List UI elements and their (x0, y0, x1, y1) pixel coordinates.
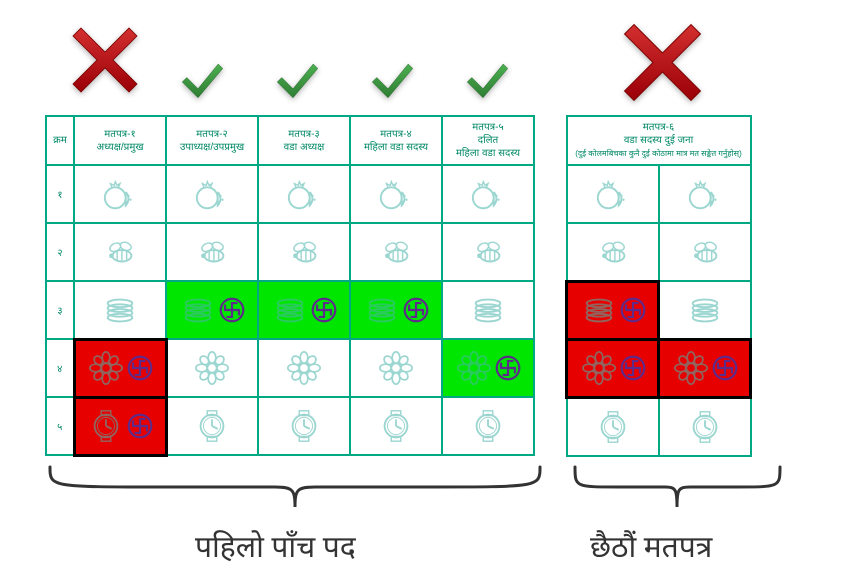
ballot-cell (350, 281, 442, 339)
serial-header: क्रम (46, 116, 74, 165)
ballot-cell (74, 223, 166, 281)
validity-marks-row (0, 15, 857, 105)
ballot-cell (258, 165, 350, 223)
ballot-cell (258, 281, 350, 339)
check-mark (465, 55, 510, 100)
ballot-cell (567, 339, 659, 397)
brace-left (45, 462, 545, 522)
ballot-cell (350, 339, 442, 397)
check-mark (370, 55, 415, 100)
column-header: मतपत्र-४महिला वडा सदस्य (350, 116, 442, 165)
ballot-cell (659, 281, 751, 339)
ballot-cell (350, 223, 442, 281)
ballot-cell (74, 165, 166, 223)
ballot-cell (258, 223, 350, 281)
ballot-cell (659, 339, 751, 397)
ballot-cell (442, 339, 534, 397)
column-header: मतपत्र-१अध्यक्ष/प्रमुख (74, 116, 166, 165)
ballot-cell (166, 339, 258, 397)
ballot-tables: क्रममतपत्र-१अध्यक्ष/प्रमुखमतपत्र-२उपाध्य… (45, 115, 752, 457)
ballot-cell (258, 339, 350, 397)
ballot-cell (659, 165, 751, 223)
ballot-cell (350, 165, 442, 223)
ballot-cell (166, 165, 258, 223)
ballot-cell (74, 397, 166, 455)
ballot-cell (350, 397, 442, 455)
ballot-cell (442, 223, 534, 281)
caption-right: छैठौं मतपत्र (590, 525, 712, 566)
ballot-cell (74, 339, 166, 397)
serial-cell: ४ (46, 339, 74, 397)
column-header: मतपत्र-६वडा सदस्य दुई जना(दुई कोलमबिचका … (567, 116, 751, 165)
ballot-cell (567, 281, 659, 339)
column-header: मतपत्र-२उपाध्यक्ष/उपप्रमुख (166, 116, 258, 165)
ballot-cell (442, 397, 534, 455)
check-mark (275, 55, 320, 100)
serial-cell: ३ (46, 281, 74, 339)
ballot-cell (442, 281, 534, 339)
check-mark (180, 55, 225, 100)
ballot-cell (567, 223, 659, 281)
ballot-cell (567, 397, 659, 455)
ballot-table-1: क्रममतपत्र-१अध्यक्ष/प्रमुखमतपत्र-२उपाध्य… (45, 115, 535, 457)
ballot-cell (74, 281, 166, 339)
ballot-cell (166, 223, 258, 281)
caption-left: पहिलो पाँच पद (195, 525, 356, 566)
serial-cell: ५ (46, 397, 74, 455)
brace-right (570, 462, 785, 522)
serial-cell: १ (46, 165, 74, 223)
ballot-cell (258, 397, 350, 455)
cross-mark (65, 20, 145, 100)
cross-mark (615, 15, 710, 110)
ballot-cell (659, 397, 751, 455)
ballot-cell (659, 223, 751, 281)
ballot-cell (166, 397, 258, 455)
ballot-cell (166, 281, 258, 339)
ballot-cell (442, 165, 534, 223)
ballot-table-2: मतपत्र-६वडा सदस्य दुई जना(दुई कोलमबिचका … (565, 115, 752, 457)
ballot-cell (567, 165, 659, 223)
serial-cell: २ (46, 223, 74, 281)
column-header: मतपत्र-५दलितमहिला वडा सदस्य (442, 116, 534, 165)
column-header: मतपत्र-३वडा अध्यक्ष (258, 116, 350, 165)
